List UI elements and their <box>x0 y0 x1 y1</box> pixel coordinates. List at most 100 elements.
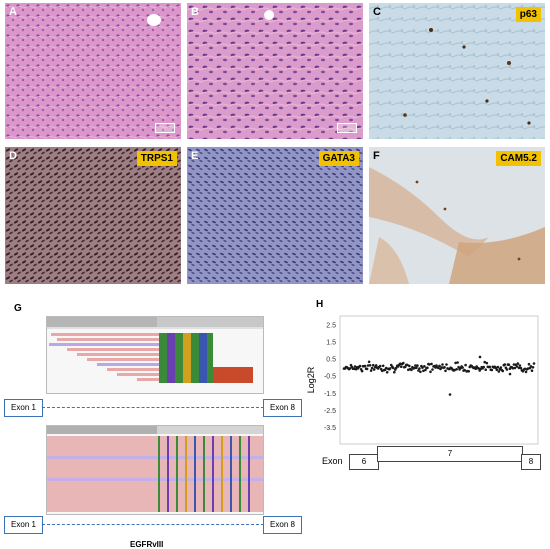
data-point <box>515 365 519 368</box>
exon-8-box-h: 8 <box>521 454 541 470</box>
data-point <box>513 366 517 370</box>
data-point <box>416 364 419 367</box>
exon-6-box: 6 <box>349 454 379 470</box>
marker-tag-gata3: GATA3 <box>318 151 359 166</box>
data-point <box>393 370 396 374</box>
y-tick-label: -2.5 <box>324 408 336 415</box>
panel-label-g: G <box>14 303 22 314</box>
panel-d-ihc: D TRPS1 <box>5 147 181 284</box>
data-point <box>474 367 477 370</box>
mismatch-block <box>159 333 253 383</box>
data-point <box>511 366 515 370</box>
panel-label-a: A <box>9 6 17 18</box>
data-point <box>523 367 527 371</box>
y-tick-label: 1.5 <box>326 340 336 347</box>
data-point <box>352 367 356 371</box>
igv-top-view <box>46 316 264 394</box>
data-point <box>455 368 458 371</box>
data-point <box>415 366 418 370</box>
data-point <box>485 361 489 365</box>
plot-frame <box>339 315 539 445</box>
data-point <box>516 362 520 365</box>
data-point <box>444 369 447 373</box>
data-point <box>482 365 485 369</box>
panel-label-e: E <box>191 150 199 162</box>
marker-tag-cam52: CAM5.2 <box>496 151 541 166</box>
log2r-chart: 2.5 1.5 0.5 -0.5 -1.5 -2.5 -3.5 Log2R <box>306 315 539 445</box>
read-pileup-zoom <box>47 426 263 512</box>
data-point <box>526 367 530 370</box>
exon-8-box-zoom: Exon 8 <box>263 516 302 534</box>
scale-bar <box>337 123 357 133</box>
data-point <box>392 366 395 370</box>
data-point <box>527 362 531 366</box>
data-point <box>422 369 425 373</box>
outlier-point <box>508 372 512 376</box>
data-point <box>429 370 432 374</box>
y-axis-label: Log2R <box>306 366 316 393</box>
data-point <box>463 368 466 372</box>
data-point <box>402 361 405 365</box>
exon-span-arrow <box>42 407 264 408</box>
exon-1-box: Exon 1 <box>4 399 43 417</box>
data-point <box>426 366 429 370</box>
exon-7-box: 7 <box>377 446 523 462</box>
data-point <box>531 366 535 369</box>
data-point <box>530 369 534 372</box>
data-point <box>503 363 507 366</box>
data-point <box>366 364 370 367</box>
panel-label-c: C <box>373 6 381 18</box>
data-point <box>438 364 441 368</box>
data-point <box>406 363 409 367</box>
ihc-texture <box>369 3 545 139</box>
data-point <box>488 365 492 369</box>
mismatch-columns <box>158 436 250 512</box>
data-point <box>467 370 470 373</box>
data-point <box>518 364 522 367</box>
data-point <box>380 369 384 373</box>
data-point <box>445 363 448 366</box>
data-point <box>358 364 362 368</box>
exon-axis-label: Exon <box>322 456 343 466</box>
exon-1-box-zoom: Exon 1 <box>4 516 43 534</box>
data-point <box>453 368 456 372</box>
data-point <box>421 366 424 369</box>
data-point <box>400 365 403 368</box>
figure-caption-egfrviii: EGFRvIII <box>130 540 164 549</box>
data-point <box>456 361 459 364</box>
data-point <box>418 367 421 370</box>
data-point <box>431 368 434 371</box>
data-point <box>512 363 516 366</box>
data-point <box>372 368 376 371</box>
panel-e-ihc: E GATA3 <box>187 147 363 284</box>
data-point <box>505 368 509 371</box>
data-point <box>496 365 500 369</box>
data-point <box>353 365 357 368</box>
data-point <box>464 363 467 367</box>
panel-label-d: D <box>9 150 17 162</box>
data-point <box>497 370 501 373</box>
data-point <box>360 369 364 373</box>
data-point <box>461 366 464 369</box>
data-point <box>434 366 437 369</box>
data-point <box>374 364 378 367</box>
data-point <box>370 366 374 370</box>
data-point <box>457 365 460 369</box>
exon-8-box: Exon 8 <box>263 399 302 417</box>
panel-f-ihc: F CAM5.2 <box>369 147 545 284</box>
data-point <box>410 368 413 372</box>
reads-zoom <box>47 436 263 512</box>
igv-zoom-view <box>46 425 264 515</box>
ihc-texture <box>5 147 181 284</box>
panel-b-he: B <box>187 3 363 139</box>
panel-label-h: H <box>316 299 324 310</box>
data-point <box>499 366 503 369</box>
data-point <box>381 364 385 368</box>
data-point <box>407 368 410 372</box>
data-point <box>419 370 422 374</box>
data-point <box>440 366 443 369</box>
y-tick-label: 2.5 <box>326 323 336 330</box>
data-point <box>519 366 523 370</box>
data-point <box>367 360 371 364</box>
data-point <box>369 369 373 372</box>
